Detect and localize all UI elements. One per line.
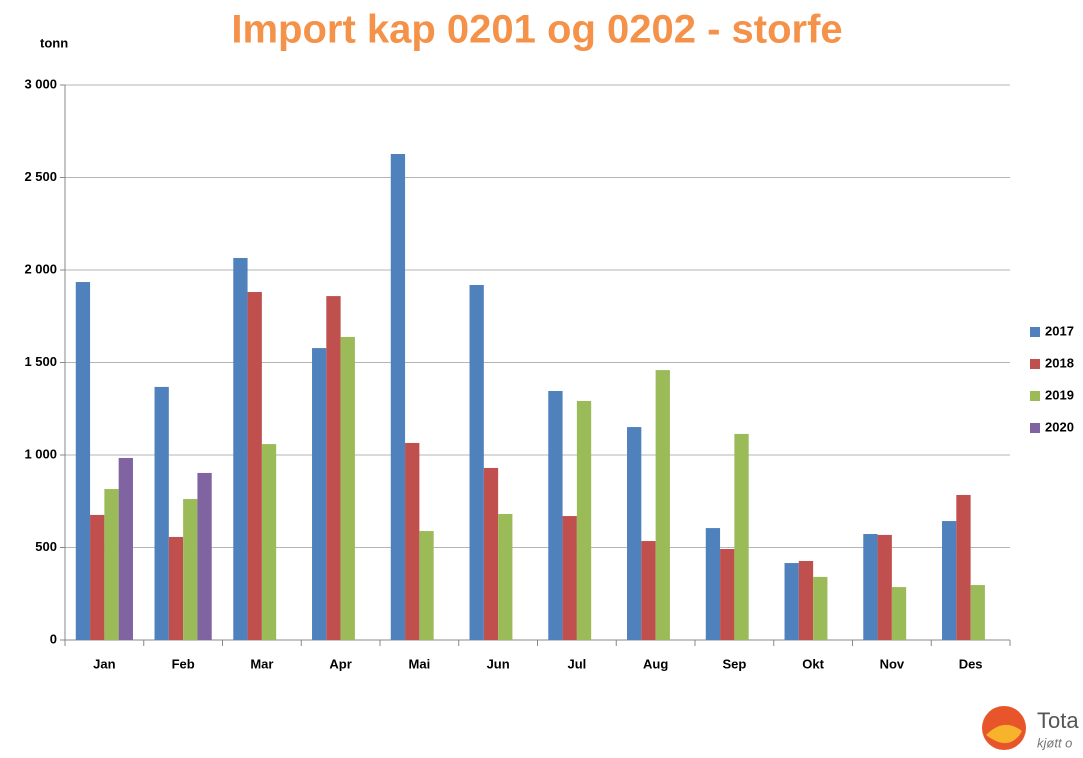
- bar: [261, 444, 277, 640]
- legend-swatch: [1030, 327, 1040, 337]
- bar: [405, 442, 420, 640]
- x-tick-label: Jun: [487, 656, 510, 671]
- chart-title: Import kap 0201 og 0202 - storfe: [231, 8, 842, 52]
- y-tick-label: 500: [35, 539, 57, 554]
- bar: [641, 541, 656, 640]
- x-tick-label: Apr: [329, 656, 351, 671]
- bar: [813, 576, 828, 640]
- logo-name: Tota: [1037, 708, 1079, 733]
- bar: [798, 561, 814, 640]
- bar: [247, 292, 262, 640]
- bar: [340, 336, 355, 640]
- bar: [197, 472, 212, 640]
- bar: [956, 494, 971, 640]
- x-tick-label: Sep: [722, 656, 746, 671]
- bar: [863, 533, 878, 640]
- bar: [104, 489, 119, 640]
- x-tick-label: Jan: [93, 656, 115, 671]
- y-tick-label: 1 500: [24, 354, 57, 369]
- bar: [576, 400, 592, 640]
- bar: [627, 427, 642, 640]
- logo-tagline: kjøtt o: [1037, 735, 1072, 750]
- bar: [720, 548, 735, 640]
- bar: [469, 284, 484, 640]
- legend-label: 2017: [1045, 323, 1074, 338]
- bar: [90, 514, 105, 640]
- bar: [942, 521, 957, 640]
- bar: [419, 531, 434, 640]
- legend-label: 2019: [1045, 387, 1074, 402]
- x-tick-label: Mar: [250, 656, 273, 671]
- bar: [734, 433, 749, 640]
- x-tick-label: Nov: [880, 656, 905, 671]
- bar: [118, 457, 133, 640]
- legend-label: 2020: [1045, 419, 1074, 434]
- bar: [562, 516, 577, 640]
- x-tick-label: Feb: [172, 656, 195, 671]
- bar: [390, 154, 406, 640]
- x-tick-label: Mai: [409, 656, 431, 671]
- y-tick-label: 1 000: [24, 446, 57, 461]
- bar: [970, 585, 985, 640]
- bar: [891, 587, 907, 640]
- legend-swatch: [1030, 423, 1040, 433]
- bar: [483, 467, 499, 640]
- bar: [75, 282, 91, 640]
- x-tick-label: Des: [959, 656, 983, 671]
- bar: [784, 563, 799, 640]
- bar: [154, 386, 169, 640]
- y-axis-label: tonn: [40, 35, 68, 50]
- y-tick-label: 0: [50, 631, 57, 646]
- y-tick-label: 3 000: [24, 76, 57, 91]
- x-tick-label: Okt: [802, 656, 824, 671]
- y-tick-label: 2 000: [24, 261, 57, 276]
- bar: [168, 536, 184, 640]
- bar: [312, 348, 327, 640]
- x-tick-label: Aug: [643, 656, 668, 671]
- bar: [233, 257, 248, 640]
- legend-swatch: [1030, 391, 1040, 401]
- bar: [498, 514, 513, 640]
- logo: Tota kjøtt o: [982, 706, 1079, 750]
- bar: [705, 528, 721, 640]
- bar: [548, 390, 563, 640]
- legend-label: 2018: [1045, 355, 1074, 370]
- x-tick-label: Jul: [567, 656, 586, 671]
- bar: [326, 296, 341, 640]
- legend-swatch: [1030, 359, 1040, 369]
- logo-swirl: [986, 724, 1022, 744]
- bar: [877, 534, 892, 640]
- bar: [183, 499, 198, 640]
- y-tick-label: 2 500: [24, 169, 57, 184]
- bar: [655, 370, 670, 640]
